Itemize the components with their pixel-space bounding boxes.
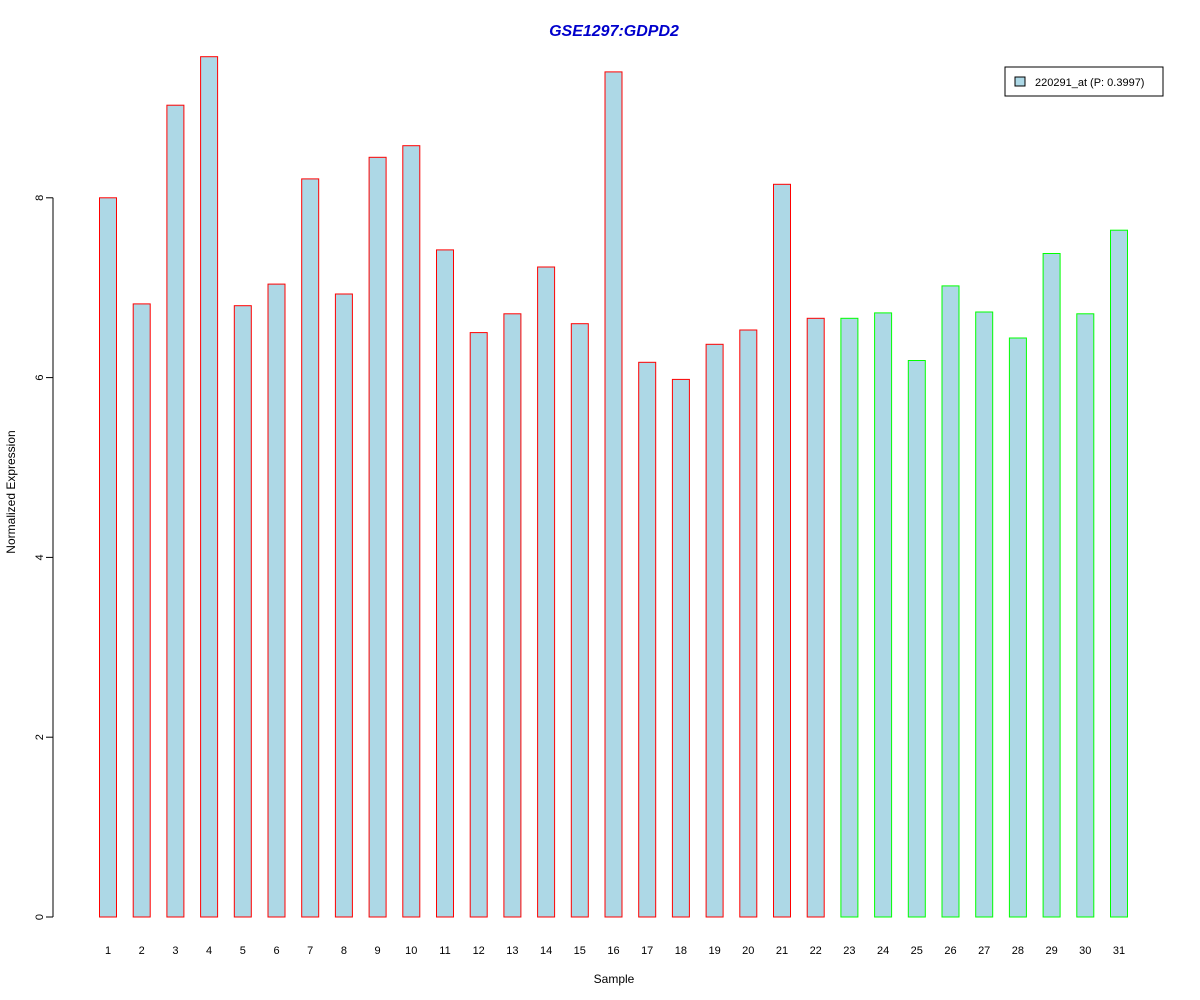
x-tick-label: 6 xyxy=(273,945,279,957)
bar-sample-22 xyxy=(806,317,825,918)
x-tick-label: 13 xyxy=(506,945,518,957)
x-tick-label: 8 xyxy=(341,945,347,957)
bar-sample-19 xyxy=(705,343,724,918)
bar-sample-10 xyxy=(402,145,421,918)
bar-sample-27 xyxy=(975,311,994,918)
legend-swatch xyxy=(1014,76,1026,87)
bar-sample-1 xyxy=(99,197,117,918)
x-tick-label: 3 xyxy=(172,945,178,957)
x-tick-label: 5 xyxy=(240,945,246,957)
x-tick-label: 26 xyxy=(944,945,956,957)
x-tick-label: 9 xyxy=(375,945,381,957)
x-tick-label: 20 xyxy=(742,945,754,957)
x-tick-labels: 1 2 3 4 5 6 7 8 9 10 11 12 13 14 15 16 17 18 19 20 21 22 23 24 2… xyxy=(105,945,1125,957)
x-tick-label: 12 xyxy=(473,945,485,957)
y-tick-label: 8 xyxy=(34,195,46,201)
bar-sample-18 xyxy=(671,378,690,918)
legend-label: 220291_at (P: 0.3997) xyxy=(1035,77,1144,89)
x-tick-label: 19 xyxy=(708,945,720,957)
bar-sample-16 xyxy=(604,71,623,918)
y-tick-label: 6 xyxy=(34,375,46,381)
bars xyxy=(99,56,1128,918)
bar-sample-6 xyxy=(267,283,286,918)
x-tick-label: 1 xyxy=(105,945,111,957)
bar-sample-9 xyxy=(368,156,387,918)
x-tick-label: 14 xyxy=(540,945,552,957)
x-tick-label: 31 xyxy=(1113,945,1125,957)
bar-sample-26 xyxy=(941,285,960,918)
bar-sample-23 xyxy=(840,317,859,918)
bar-sample-11 xyxy=(436,249,454,918)
y-tick-label: 4 xyxy=(34,554,46,560)
bar-sample-14 xyxy=(537,266,556,918)
bar-sample-31 xyxy=(1110,229,1128,918)
x-tick-label: 28 xyxy=(1012,945,1024,957)
bar-sample-3 xyxy=(166,104,185,918)
x-tick-label: 7 xyxy=(307,945,313,957)
x-tick-label: 29 xyxy=(1045,945,1057,957)
x-tick-label: 23 xyxy=(843,945,855,957)
x-tick-label: 22 xyxy=(810,945,822,957)
bar-sample-4 xyxy=(200,56,219,918)
x-tick-label: 18 xyxy=(675,945,687,957)
bar-sample-20 xyxy=(739,329,758,918)
bar-sample-30 xyxy=(1076,313,1095,918)
bar-sample-24 xyxy=(874,312,893,918)
x-tick-label: 27 xyxy=(978,945,990,957)
legend: 220291_at (P: 0.3997) xyxy=(1004,66,1164,97)
bar-sample-8 xyxy=(334,293,353,918)
x-tick-label: 21 xyxy=(776,945,788,957)
x-tick-label: 2 xyxy=(139,945,145,957)
x-tick-label: 15 xyxy=(574,945,586,957)
x-tick-label: 4 xyxy=(206,945,212,957)
x-tick-label: 11 xyxy=(439,945,450,957)
x-axis-label: Sample xyxy=(594,972,635,986)
bar-sample-17 xyxy=(638,361,657,918)
bar-sample-15 xyxy=(570,323,589,918)
bar-sample-29 xyxy=(1042,253,1061,918)
x-tick-label: 16 xyxy=(607,945,619,957)
y-tick-label: 2 xyxy=(34,734,46,740)
x-tick-label: 10 xyxy=(405,945,417,957)
y-axis-label: Normalized Expression xyxy=(4,430,18,553)
chart-title: GSE1297:GDPD2 xyxy=(549,23,679,40)
bar-sample-21 xyxy=(773,183,791,918)
y-tick-label: 0 xyxy=(34,914,46,920)
bar-sample-28 xyxy=(1008,337,1027,918)
bar-sample-2 xyxy=(132,303,151,918)
x-tick-label: 24 xyxy=(877,945,889,957)
bar-sample-25 xyxy=(907,360,926,918)
bar-sample-12 xyxy=(469,332,488,918)
x-tick-label: 17 xyxy=(641,945,653,957)
x-tick-label: 30 xyxy=(1079,945,1091,957)
y-axis: 0 2 4 6 8 xyxy=(34,195,54,920)
bar-sample-13 xyxy=(503,313,522,918)
x-tick-label: 25 xyxy=(911,945,923,957)
bar-sample-5 xyxy=(233,305,252,918)
bar-sample-7 xyxy=(301,178,320,918)
legend-box xyxy=(1004,66,1164,97)
